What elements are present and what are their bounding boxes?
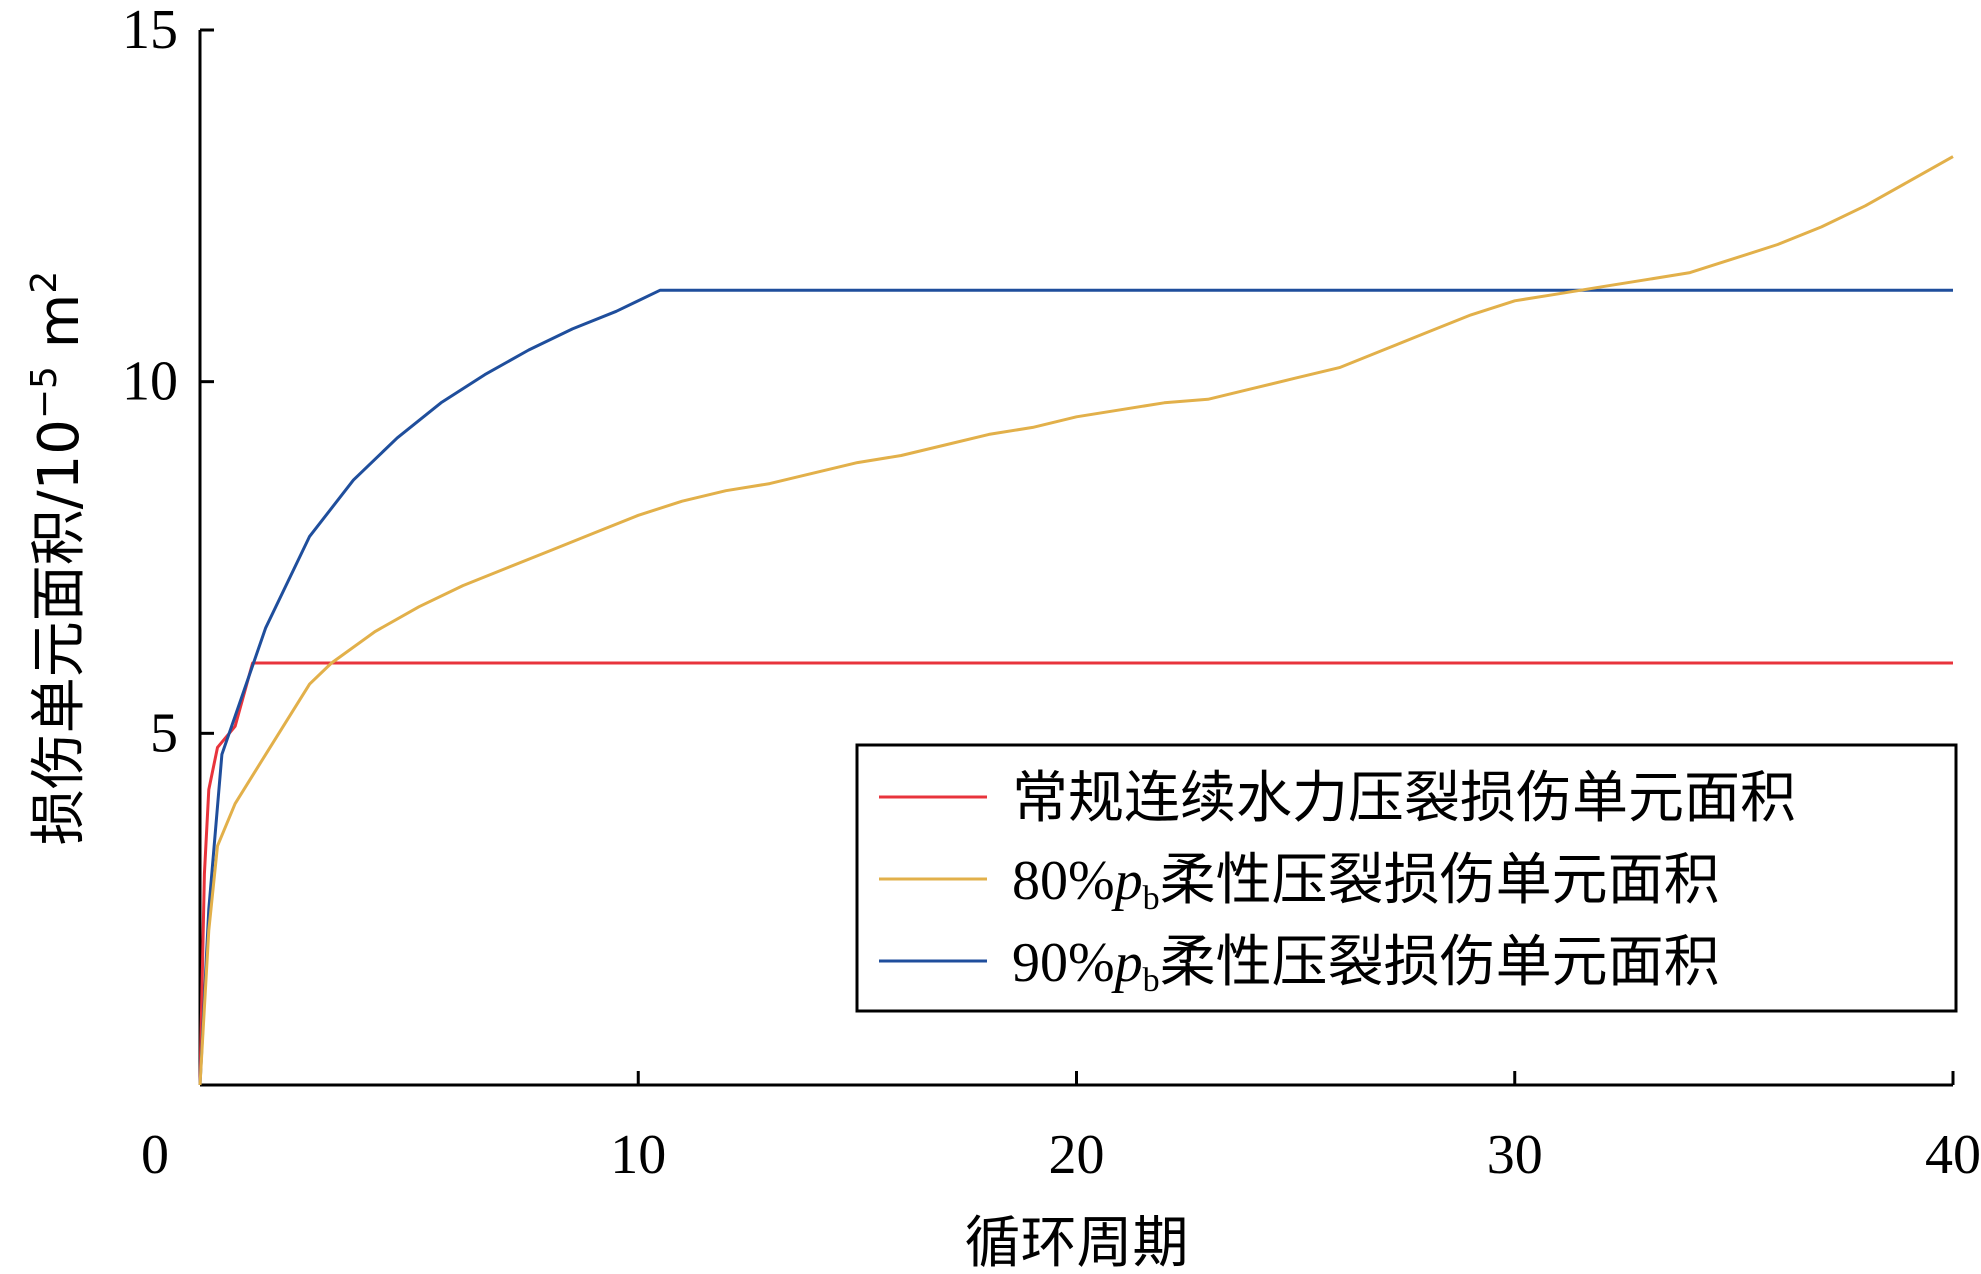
legend-label-0: 常规连续水力压裂损伤单元面积 — [1012, 766, 1796, 831]
legend-label-prefix: 80% — [1012, 850, 1115, 912]
x-axis-title: 循环周期 — [965, 1211, 1189, 1274]
y-axis-title-unit: m — [27, 294, 92, 366]
legend-label-2: 80%pb柔性压裂损伤单元面积 — [1012, 848, 1720, 917]
legend-label-variable: p — [1111, 850, 1143, 912]
legend: 常规连续水力压裂损伤单元面积80%pb柔性压裂损伤单元面积90%pb柔性压裂损伤… — [855, 743, 1958, 1013]
y-tick-label: 5 — [150, 702, 178, 764]
y-axis-title-unit-exponent: 2 — [24, 271, 65, 294]
legend-box — [855, 743, 1958, 1013]
axes: 0 10 20 30 40 5 10 15 循环周期 损伤单元面积/10−5 m2 — [24, 0, 1981, 1274]
legend-label-1: 90%pb柔性压裂损伤单元面积 — [1012, 930, 1720, 999]
y-tick-label: 10 — [122, 351, 178, 413]
y-axis-title: 损伤单元面积/10−5 m2 — [24, 271, 92, 845]
x-tick-label: 40 — [1925, 1124, 1981, 1186]
series-line-2 — [198, 155, 1954, 1086]
legend-label-suffix: 柔性压裂损伤单元面积 — [1160, 930, 1720, 995]
series-line-1 — [198, 288, 1953, 1086]
x-tick-label: 0 — [141, 1124, 169, 1186]
x-tick-label: 20 — [1049, 1124, 1105, 1186]
legend-label-prefix: 90% — [1012, 932, 1115, 994]
y-axis-title-exponent: −5 — [24, 366, 65, 419]
x-tick-label: 30 — [1487, 1124, 1543, 1186]
y-axis-title-main: 损伤单元面积/10 — [27, 419, 92, 845]
legend-label-variable: p — [1111, 932, 1143, 994]
y-tick-label: 15 — [122, 0, 178, 61]
legend-label-subscript: b — [1143, 962, 1160, 999]
x-tick-label: 10 — [610, 1124, 666, 1186]
legend-label-subscript: b — [1143, 880, 1160, 917]
series-layer — [198, 155, 1954, 1086]
legend-label-suffix: 柔性压裂损伤单元面积 — [1160, 848, 1720, 913]
